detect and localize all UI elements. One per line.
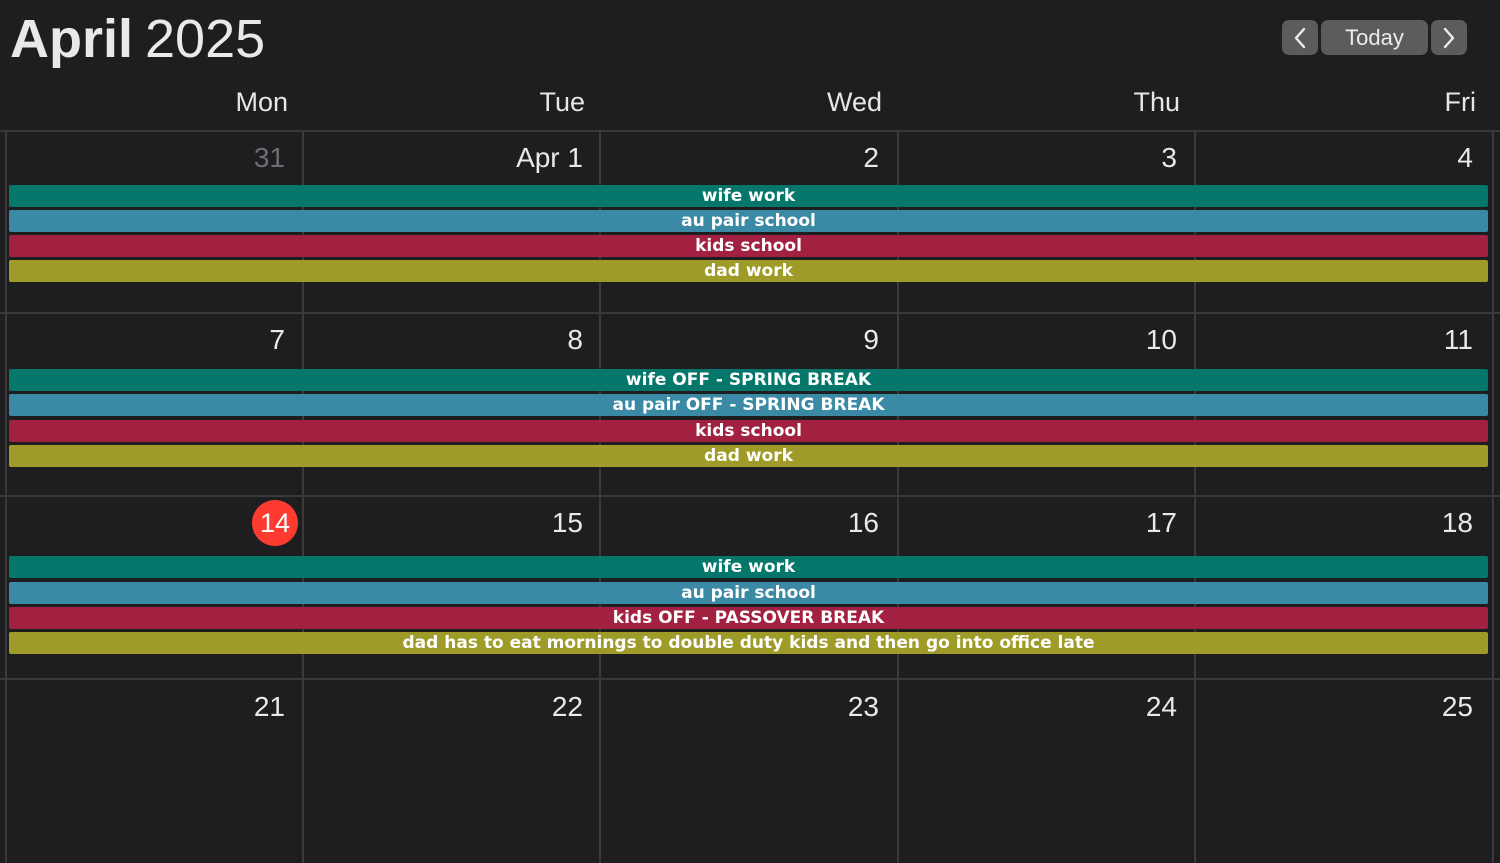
day-cell-date[interactable]: 15: [551, 507, 583, 538]
grid-line: [0, 312, 1500, 314]
day-cell-date[interactable]: 17: [1145, 507, 1177, 538]
today-indicator[interactable]: 14: [252, 500, 298, 546]
previous-month-button[interactable]: [1282, 20, 1318, 55]
day-cell-date[interactable]: 31: [253, 142, 285, 173]
event-au-pair[interactable]: au pair OFF - SPRING BREAK: [9, 394, 1488, 416]
event-wife[interactable]: wife OFF - SPRING BREAK: [9, 369, 1488, 391]
day-cell-date[interactable]: 9: [863, 324, 879, 355]
event-kids[interactable]: kids school: [9, 235, 1488, 257]
grid-line: [0, 495, 1500, 497]
day-cell-date[interactable]: 18: [1441, 507, 1473, 538]
day-cell-date[interactable]: 22: [551, 691, 583, 722]
grid-line: [5, 131, 7, 863]
grid-line: [1492, 131, 1494, 863]
day-cell-date[interactable]: 23: [847, 691, 879, 722]
event-au-pair[interactable]: au pair school: [9, 210, 1488, 232]
event-dad[interactable]: dad has to eat mornings to double duty k…: [9, 632, 1488, 654]
chevron-right-icon: [1443, 27, 1455, 48]
weekday-mon: Mon: [235, 87, 288, 117]
weekday-tue: Tue: [539, 87, 585, 117]
event-kids[interactable]: kids school: [9, 420, 1488, 442]
event-dad[interactable]: dad work: [9, 260, 1488, 282]
day-cell-date[interactable]: 7: [269, 324, 285, 355]
day-cell-date[interactable]: 2: [863, 142, 879, 173]
event-kids[interactable]: kids OFF - PASSOVER BREAK: [9, 607, 1488, 629]
day-cell-date[interactable]: 3: [1161, 142, 1177, 173]
day-cell-date[interactable]: 10: [1145, 324, 1177, 355]
weekday-thu: Thu: [1133, 87, 1180, 117]
day-cell-date[interactable]: Apr 1: [516, 142, 583, 173]
event-au-pair[interactable]: au pair school: [9, 582, 1488, 604]
grid-line: [0, 678, 1500, 680]
weekday-fri: Fri: [1444, 87, 1476, 117]
chevron-left-icon: [1294, 27, 1306, 48]
day-cell-date[interactable]: 8: [567, 324, 583, 355]
today-button[interactable]: Today: [1321, 20, 1428, 55]
day-cell-date[interactable]: 16: [847, 507, 879, 538]
event-wife[interactable]: wife work: [9, 556, 1488, 578]
event-wife[interactable]: wife work: [9, 185, 1488, 207]
event-dad[interactable]: dad work: [9, 445, 1488, 467]
month-label: April: [10, 9, 134, 69]
year-label: 2025: [145, 9, 266, 69]
day-cell-date[interactable]: 21: [253, 691, 285, 722]
grid-line: [897, 131, 899, 863]
day-cell-date[interactable]: 25: [1441, 691, 1473, 722]
day-cell-date[interactable]: 4: [1457, 142, 1473, 173]
day-cell-date[interactable]: 24: [1145, 691, 1177, 722]
weekday-wed: Wed: [826, 87, 882, 117]
navigation-controls: Today: [1282, 20, 1467, 55]
grid-line: [302, 131, 304, 863]
day-cell-date[interactable]: 11: [1443, 324, 1473, 355]
calendar-title: April 2025: [10, 6, 265, 72]
grid-line: [0, 130, 1500, 132]
next-month-button[interactable]: [1431, 20, 1467, 55]
grid-line: [1194, 131, 1196, 863]
grid-line: [599, 131, 601, 863]
